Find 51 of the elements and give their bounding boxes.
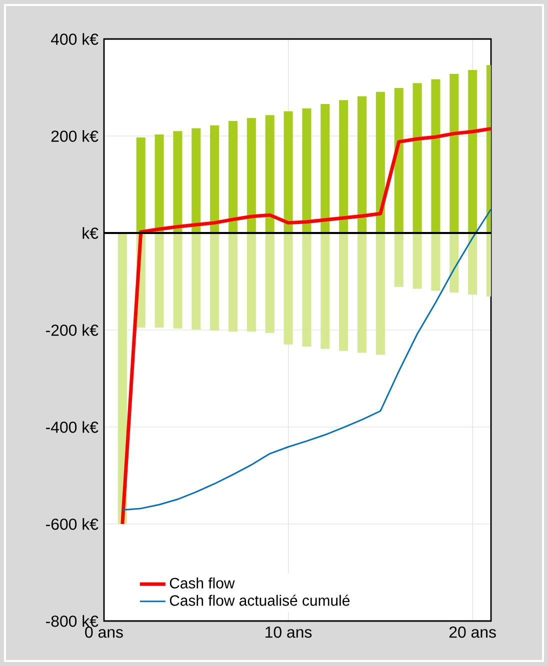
bar [246, 232, 256, 332]
bar [450, 232, 459, 293]
bar [192, 232, 201, 330]
y-tick-label: -800 k€ [46, 615, 98, 627]
bar [468, 232, 478, 295]
bar [210, 232, 220, 330]
bar [210, 125, 220, 233]
bar [118, 232, 127, 524]
x-tick-label: 20 ans [449, 626, 496, 638]
bar [357, 232, 367, 353]
legend-label: Cash flow [170, 577, 235, 588]
bar [339, 232, 348, 351]
bar [450, 74, 459, 233]
bar [357, 96, 367, 233]
bar [228, 120, 238, 233]
bar [431, 232, 440, 291]
y-tick-label: -400 k€ [46, 421, 98, 433]
bar [412, 232, 422, 289]
bar [265, 115, 274, 233]
bar [394, 232, 404, 287]
bar [320, 104, 330, 233]
bar [431, 79, 440, 233]
y-tick-label: -200 k€ [46, 324, 98, 336]
bar [412, 83, 422, 233]
x-tick-label: 10 ans [266, 626, 312, 638]
bar [302, 232, 312, 346]
bar [228, 232, 238, 332]
y-tick-label: k€ [82, 227, 98, 239]
bar [376, 232, 385, 355]
bar [173, 131, 182, 233]
legend-label: Cash flow actualisé cumulé [170, 594, 350, 606]
x-tick-label: 0 ans [85, 626, 123, 638]
bar [376, 92, 385, 233]
y-tick-label: 400 k€ [50, 33, 98, 45]
bar [192, 128, 201, 233]
y-tick-label: 200 k€ [51, 130, 98, 142]
bar [136, 137, 146, 233]
bar [284, 111, 293, 233]
bar [320, 232, 330, 349]
bar [173, 232, 182, 329]
bar [394, 88, 404, 233]
bar [339, 100, 348, 233]
line-series [122, 208, 492, 511]
bar [468, 70, 478, 233]
bar [246, 118, 256, 233]
bar [265, 232, 274, 333]
bar [302, 108, 312, 233]
bar [284, 232, 293, 345]
bar [154, 134, 164, 233]
bar [154, 232, 164, 328]
y-tick-label: -600 k€ [46, 518, 98, 530]
